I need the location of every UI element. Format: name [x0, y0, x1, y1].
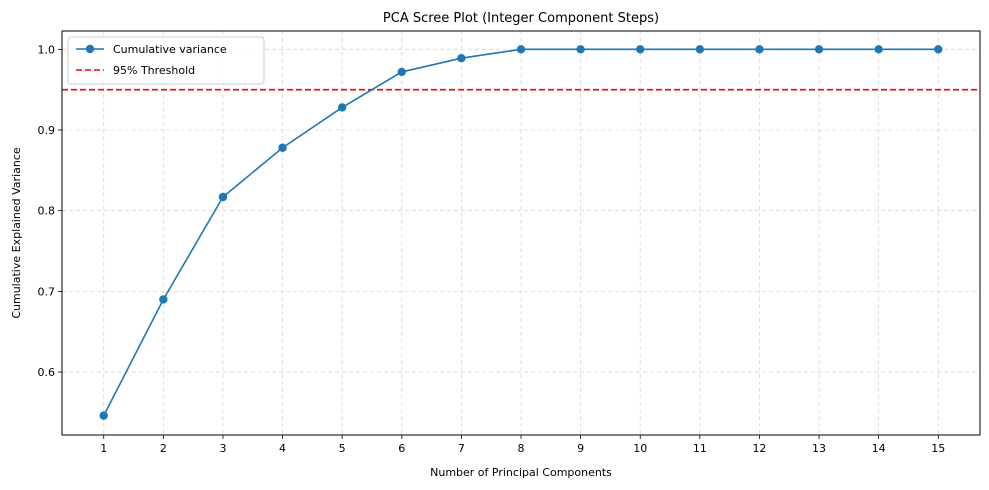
x-tick-label: 2: [160, 442, 167, 455]
legend: Cumulative variance 95% Threshold: [67, 36, 265, 85]
x-tick-label: 5: [339, 442, 346, 455]
x-tick-label: 1: [100, 442, 107, 455]
x-tick-label: 7: [458, 442, 465, 455]
y-tick-label: 0.7: [38, 285, 56, 298]
chart-title: PCA Scree Plot (Integer Component Steps): [383, 11, 659, 26]
legend-label-threshold: 95% Threshold: [113, 64, 195, 77]
data-point: [874, 45, 883, 54]
data-point: [218, 192, 228, 202]
data-point: [457, 53, 466, 63]
x-tick-label: 10: [633, 442, 647, 455]
series-layer: [99, 45, 943, 420]
x-tick-label: 15: [931, 442, 945, 455]
legend-box: [67, 36, 265, 85]
y-tick-label: 0.6: [38, 366, 56, 379]
y-axis-label: Cumulative Explained Variance: [10, 147, 23, 319]
data-point: [755, 45, 764, 54]
data-point: [278, 143, 287, 152]
data-point: [337, 103, 347, 112]
y-tick-label: 0.9: [38, 124, 56, 137]
x-tick-label: 6: [398, 442, 405, 455]
data-point: [934, 45, 943, 54]
data-point: [814, 45, 824, 54]
legend-marker-swatch: [85, 44, 95, 54]
data-point: [159, 295, 168, 304]
data-point: [99, 411, 108, 420]
x-tick-label: 4: [279, 442, 286, 455]
x-tick-label: 13: [812, 442, 826, 455]
x-tick-label: 12: [752, 442, 766, 455]
data-point: [516, 45, 526, 54]
x-tick-label: 9: [577, 442, 584, 455]
x-tick-label: 3: [219, 442, 226, 455]
data-point: [636, 45, 645, 54]
x-tick-label: 11: [693, 442, 707, 455]
data-point: [576, 45, 585, 54]
y-tick-label: 1.0: [38, 43, 56, 56]
legend-label-cumulative: Cumulative variance: [113, 43, 227, 56]
x-axis-label: Number of Principal Components: [430, 466, 612, 479]
data-point: [695, 45, 705, 54]
y-axis: 0.6 0.7 0.8 0.9 1.0: [38, 43, 62, 379]
data-point: [397, 67, 406, 77]
x-tick-label: 8: [518, 442, 525, 455]
x-axis: 1 2 3 4 5 6 7 8 9 10 11 12 13 14 15: [100, 435, 945, 455]
x-tick-label: 14: [872, 442, 886, 455]
y-tick-label: 0.8: [38, 205, 56, 218]
